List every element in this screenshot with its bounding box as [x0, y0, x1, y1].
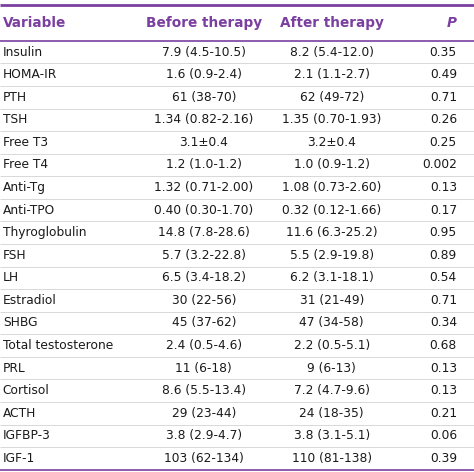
- Text: 3.8 (2.9-4.7): 3.8 (2.9-4.7): [166, 430, 242, 442]
- Text: Cortisol: Cortisol: [3, 384, 50, 397]
- Text: 9 (6-13): 9 (6-13): [307, 362, 356, 375]
- Text: 0.17: 0.17: [430, 203, 457, 217]
- Text: 0.39: 0.39: [430, 452, 457, 465]
- Text: IGFBP-3: IGFBP-3: [3, 430, 51, 442]
- Text: HOMA-IR: HOMA-IR: [3, 68, 57, 81]
- Text: 29 (23-44): 29 (23-44): [172, 407, 236, 420]
- Text: 0.21: 0.21: [430, 407, 457, 420]
- Text: P: P: [447, 16, 457, 30]
- Text: Total testosterone: Total testosterone: [3, 339, 113, 352]
- Text: 1.32 (0.71-2.00): 1.32 (0.71-2.00): [154, 181, 254, 194]
- Text: 2.2 (0.5-5.1): 2.2 (0.5-5.1): [294, 339, 370, 352]
- Text: 0.002: 0.002: [422, 159, 457, 171]
- Text: 0.71: 0.71: [430, 91, 457, 104]
- Text: 14.8 (7.8-28.6): 14.8 (7.8-28.6): [158, 226, 250, 239]
- Text: 0.71: 0.71: [430, 294, 457, 307]
- Text: 0.95: 0.95: [430, 226, 457, 239]
- Text: 6.2 (3.1-18.1): 6.2 (3.1-18.1): [290, 271, 374, 284]
- Text: 0.35: 0.35: [430, 46, 457, 59]
- Text: After therapy: After therapy: [280, 16, 384, 30]
- Text: 0.49: 0.49: [430, 68, 457, 81]
- Text: 5.7 (3.2-22.8): 5.7 (3.2-22.8): [162, 249, 246, 262]
- Text: 0.25: 0.25: [430, 136, 457, 149]
- Text: 45 (37-62): 45 (37-62): [172, 316, 236, 329]
- Text: 0.26: 0.26: [430, 113, 457, 126]
- Text: PTH: PTH: [3, 91, 27, 104]
- Text: 11 (6-18): 11 (6-18): [175, 362, 232, 375]
- Text: 2.1 (1.1-2.7): 2.1 (1.1-2.7): [294, 68, 370, 81]
- Text: 0.06: 0.06: [430, 430, 457, 442]
- Text: 24 (18-35): 24 (18-35): [300, 407, 364, 420]
- Text: 30 (22-56): 30 (22-56): [172, 294, 236, 307]
- Text: Variable: Variable: [3, 16, 66, 30]
- Text: SHBG: SHBG: [3, 316, 37, 329]
- Text: Estradiol: Estradiol: [3, 294, 56, 307]
- Text: TSH: TSH: [3, 113, 27, 126]
- Text: Anti-TPO: Anti-TPO: [3, 203, 55, 217]
- Text: 1.08 (0.73-2.60): 1.08 (0.73-2.60): [282, 181, 382, 194]
- Text: LH: LH: [3, 271, 19, 284]
- Text: 8.6 (5.5-13.4): 8.6 (5.5-13.4): [162, 384, 246, 397]
- Text: 0.13: 0.13: [430, 362, 457, 375]
- Text: ACTH: ACTH: [3, 407, 36, 420]
- Text: 0.40 (0.30-1.70): 0.40 (0.30-1.70): [154, 203, 254, 217]
- Text: 1.2 (1.0-1.2): 1.2 (1.0-1.2): [166, 159, 242, 171]
- Text: 3.2±0.4: 3.2±0.4: [307, 136, 356, 149]
- Text: Free T3: Free T3: [3, 136, 48, 149]
- Text: 0.13: 0.13: [430, 384, 457, 397]
- Text: 8.2 (5.4-12.0): 8.2 (5.4-12.0): [290, 46, 374, 59]
- Text: 47 (34-58): 47 (34-58): [300, 316, 364, 329]
- Text: 0.54: 0.54: [430, 271, 457, 284]
- Text: Thyroglobulin: Thyroglobulin: [3, 226, 86, 239]
- Text: 0.32 (0.12-1.66): 0.32 (0.12-1.66): [282, 203, 382, 217]
- Text: 0.13: 0.13: [430, 181, 457, 194]
- Text: 103 (62-134): 103 (62-134): [164, 452, 244, 465]
- Text: 61 (38-70): 61 (38-70): [172, 91, 236, 104]
- Text: 1.0 (0.9-1.2): 1.0 (0.9-1.2): [294, 159, 370, 171]
- Text: 7.9 (4.5-10.5): 7.9 (4.5-10.5): [162, 46, 246, 59]
- Text: 0.34: 0.34: [430, 316, 457, 329]
- Text: 3.8 (3.1-5.1): 3.8 (3.1-5.1): [294, 430, 370, 442]
- Text: 110 (81-138): 110 (81-138): [292, 452, 372, 465]
- Text: 0.68: 0.68: [430, 339, 457, 352]
- Text: PRL: PRL: [3, 362, 26, 375]
- Text: 2.4 (0.5-4.6): 2.4 (0.5-4.6): [166, 339, 242, 352]
- Text: 6.5 (3.4-18.2): 6.5 (3.4-18.2): [162, 271, 246, 284]
- Text: 1.34 (0.82-2.16): 1.34 (0.82-2.16): [154, 113, 254, 126]
- Text: Free T4: Free T4: [3, 159, 48, 171]
- Text: Before therapy: Before therapy: [146, 16, 262, 30]
- Text: Anti-Tg: Anti-Tg: [3, 181, 46, 194]
- Text: 31 (21-49): 31 (21-49): [300, 294, 364, 307]
- Text: Insulin: Insulin: [3, 46, 43, 59]
- Text: 3.1±0.4: 3.1±0.4: [179, 136, 228, 149]
- Text: 5.5 (2.9-19.8): 5.5 (2.9-19.8): [290, 249, 374, 262]
- Text: 0.89: 0.89: [430, 249, 457, 262]
- Text: 7.2 (4.7-9.6): 7.2 (4.7-9.6): [294, 384, 370, 397]
- Text: 1.6 (0.9-2.4): 1.6 (0.9-2.4): [166, 68, 242, 81]
- Text: IGF-1: IGF-1: [3, 452, 35, 465]
- Text: 62 (49-72): 62 (49-72): [300, 91, 364, 104]
- Text: 1.35 (0.70-1.93): 1.35 (0.70-1.93): [282, 113, 382, 126]
- Text: FSH: FSH: [3, 249, 27, 262]
- Text: 11.6 (6.3-25.2): 11.6 (6.3-25.2): [286, 226, 378, 239]
